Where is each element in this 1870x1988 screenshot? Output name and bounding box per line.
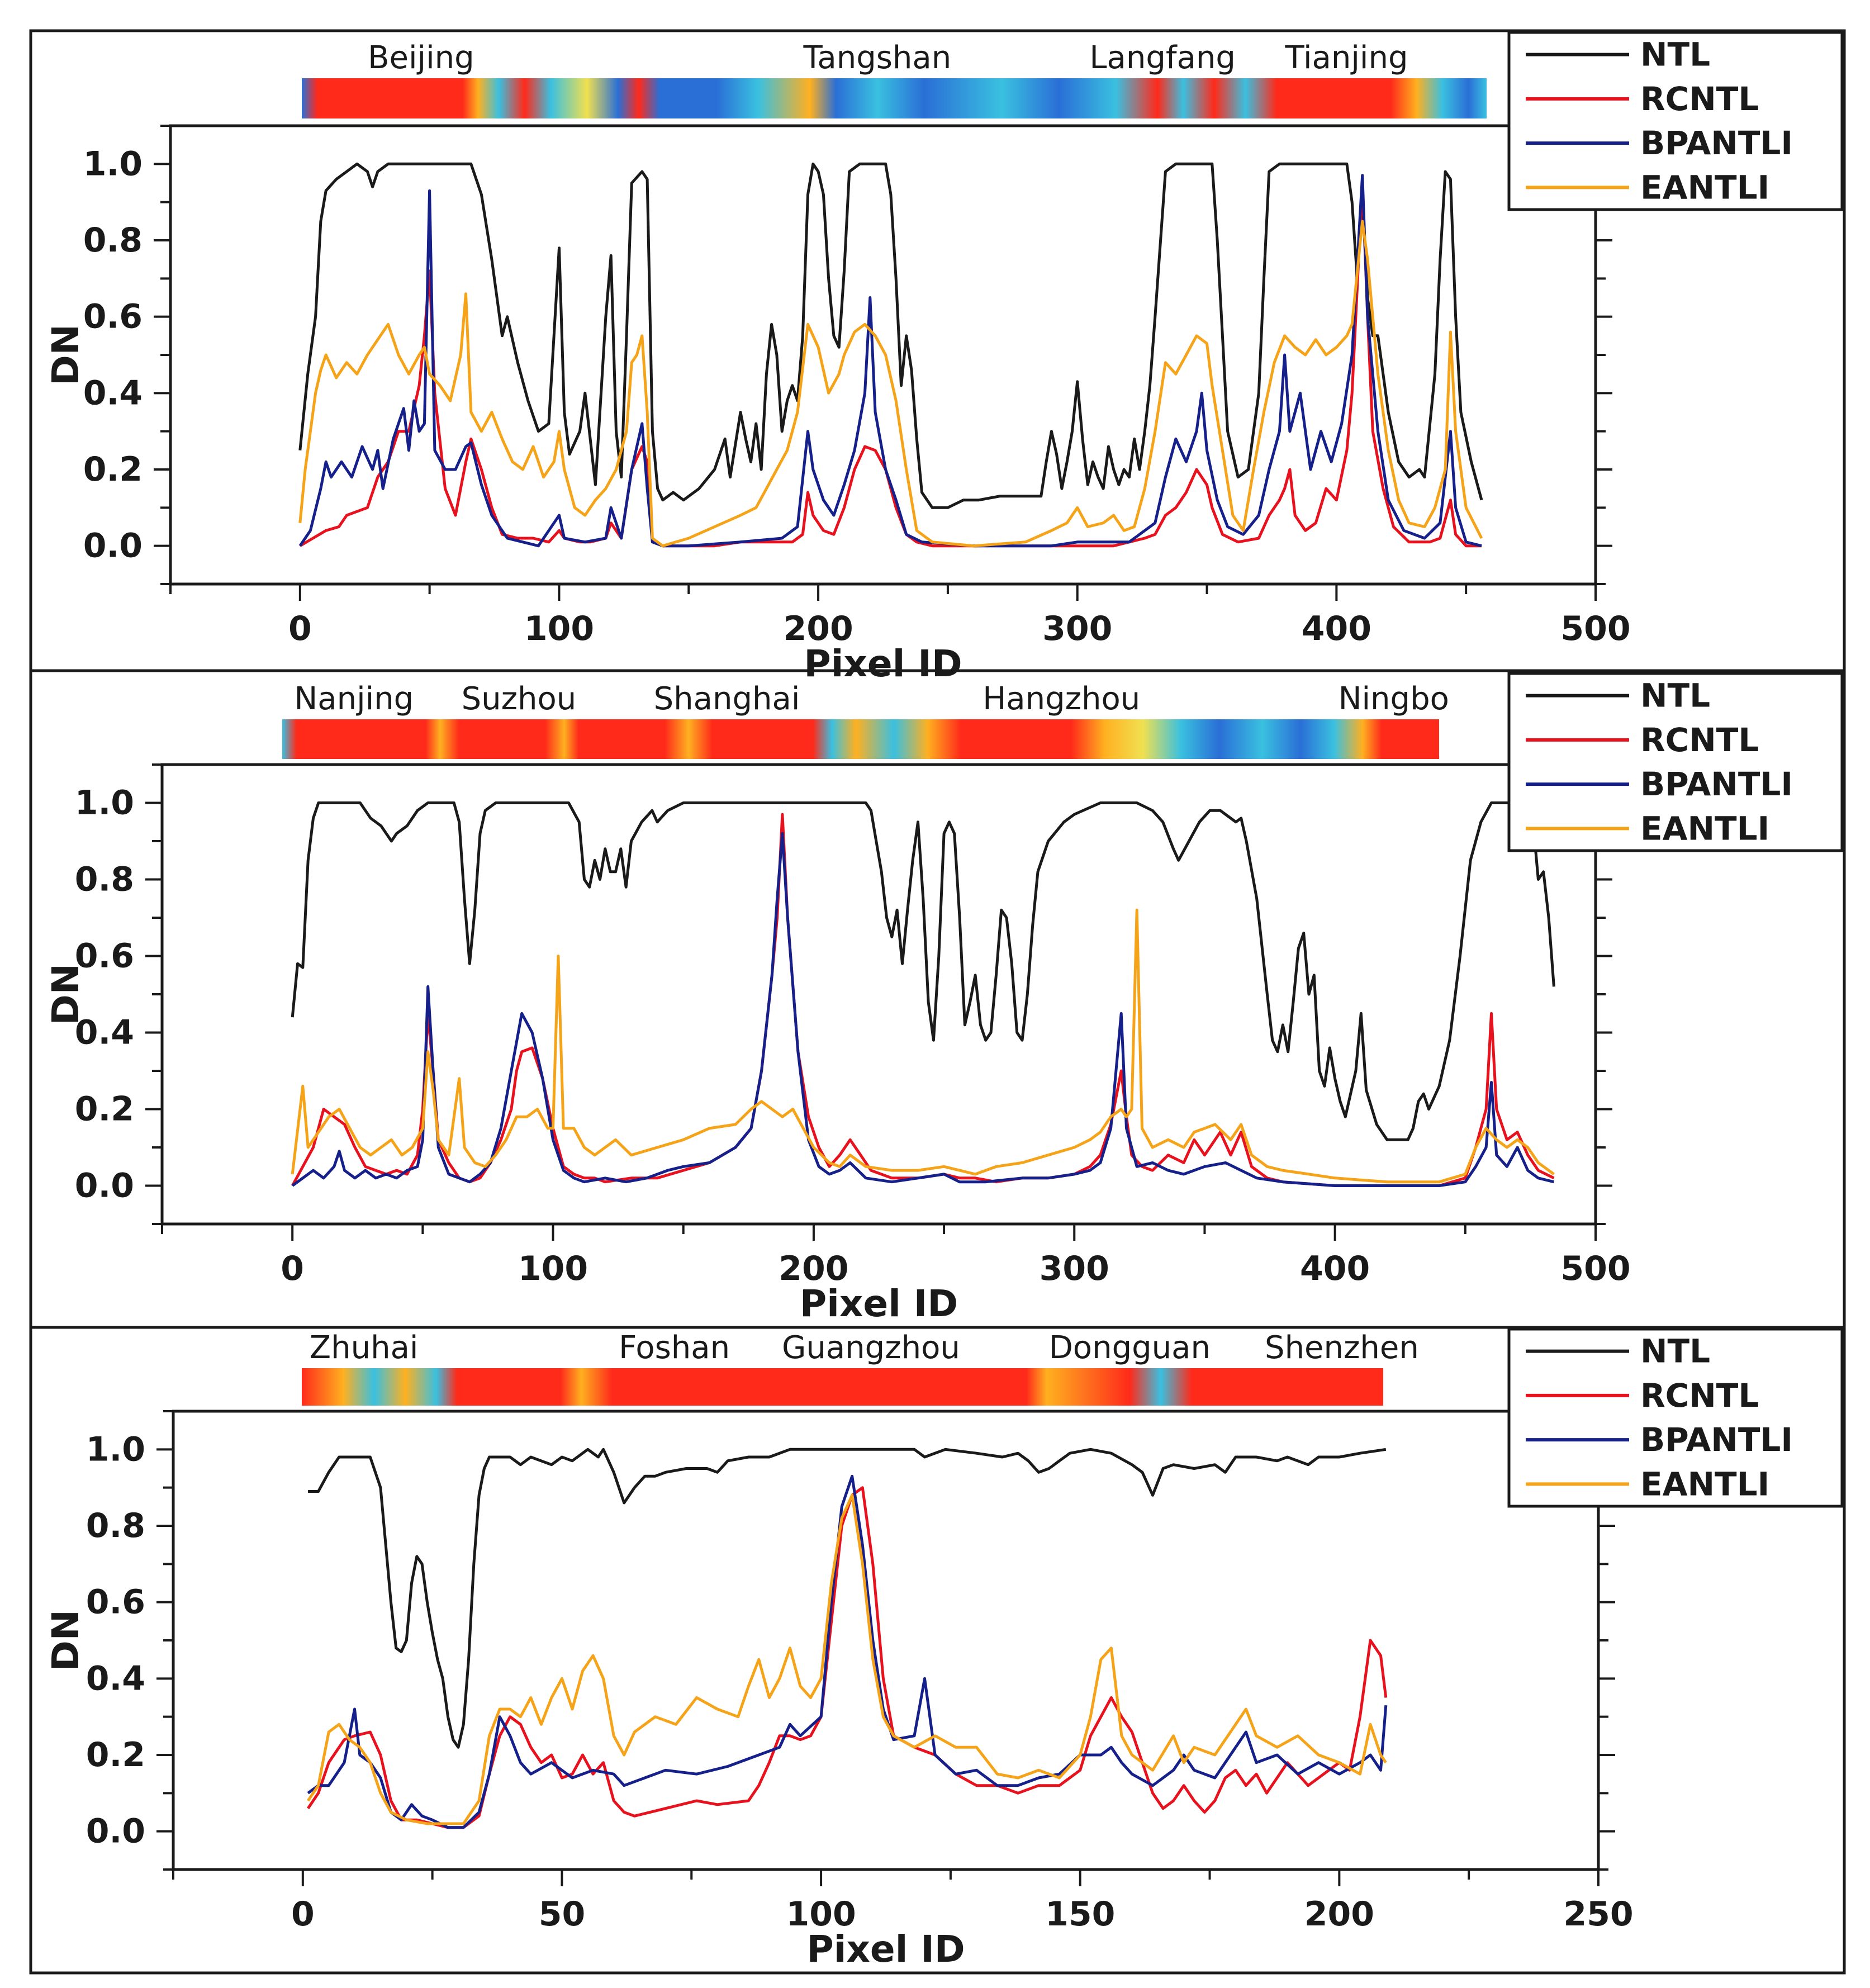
series-line-bpantli xyxy=(298,174,1482,548)
series-line-eantli xyxy=(307,1493,1387,1825)
x-axis-label: Pixel ID xyxy=(806,1928,965,1971)
chart-panel-2: Nanjing Suzhou Shanghai Hangzhou Ningbo 0.0 0.… xyxy=(29,669,1846,1329)
legend-label: BPANTLI xyxy=(1640,1421,1793,1459)
chart-panel-3: Zhuhai Foshan Guangzhou Dongguan Shenzhen 0.0… xyxy=(29,1326,1846,1975)
y-tick-label: 0.4 xyxy=(75,1013,134,1052)
y-tick-label: 0.2 xyxy=(86,1735,145,1775)
y-tick-label: 1.0 xyxy=(83,144,143,183)
y-tick-label: 0.6 xyxy=(86,1583,145,1622)
x-axis-label: Pixel ID xyxy=(800,1282,958,1325)
legend-label: RCNTL xyxy=(1640,80,1759,118)
y-axis-label: DN xyxy=(44,324,87,386)
legend-box xyxy=(1507,672,1844,852)
y-tick-label: 1.0 xyxy=(75,784,134,823)
y-tick-label: 0.6 xyxy=(75,937,134,976)
city-heat-strip xyxy=(282,719,1439,759)
x-tick-label: 150 xyxy=(1045,1895,1115,1934)
legend-label: BPANTLI xyxy=(1640,124,1793,162)
y-tick-label: 0.8 xyxy=(83,221,143,260)
x-tick-label: 300 xyxy=(1040,1249,1109,1288)
series-line-rcntl xyxy=(299,182,1482,548)
y-tick-label: 0.2 xyxy=(75,1090,134,1129)
series-line-ntl xyxy=(308,1448,1387,1749)
x-tick-label: 500 xyxy=(1560,1249,1630,1288)
x-tick-label: 100 xyxy=(786,1895,856,1934)
y-tick-label: 0.8 xyxy=(75,860,134,899)
city-label: Shenzhen xyxy=(1265,1330,1419,1366)
x-tick-label: 500 xyxy=(1560,609,1630,648)
x-axis-label: Pixel ID xyxy=(804,642,962,685)
city-label: Foshan xyxy=(619,1330,730,1366)
city-label: Zhuhai xyxy=(310,1330,419,1366)
city-label: Dongguan xyxy=(1049,1330,1211,1366)
y-axis-label: DN xyxy=(44,1610,87,1671)
x-tick-label: 100 xyxy=(518,1249,588,1288)
x-tick-label: 0 xyxy=(291,1895,315,1934)
city-heat-strip xyxy=(302,78,1487,118)
series-line-eantli xyxy=(298,220,1483,548)
series-line-bpantli xyxy=(291,832,1554,1187)
chart-panel-1: Beijing Tangshan Langfang Tianjing 0.0 0.2 0.4… xyxy=(29,29,1846,685)
city-label: Beijing xyxy=(368,40,474,76)
city-label: Guangzhou xyxy=(782,1330,960,1366)
legend-label: RCNTL xyxy=(1640,721,1759,759)
x-tick-label: 50 xyxy=(539,1895,586,1934)
city-label: Ningbo xyxy=(1339,681,1449,717)
chart-layers: Beijing Tangshan Langfang Tianjing 0.0 0.2 0.4… xyxy=(29,29,1846,1975)
x-tick-label: 0 xyxy=(281,1249,304,1288)
series-line-eantli xyxy=(291,908,1555,1184)
city-label: Shanghai xyxy=(654,681,800,717)
y-tick-label: 0.0 xyxy=(86,1812,145,1851)
legend-label: NTL xyxy=(1640,677,1710,715)
legend-label: BPANTLI xyxy=(1640,765,1793,803)
city-heat-strip xyxy=(302,1368,1383,1406)
y-tick-label: 0.8 xyxy=(86,1506,145,1545)
city-label: Suzhou xyxy=(462,681,577,717)
plot-area xyxy=(160,763,1597,1226)
legend-box xyxy=(1507,1327,1844,1508)
series-line-rcntl xyxy=(291,813,1555,1187)
city-label: Tianjing xyxy=(1284,40,1408,76)
x-tick-label: 300 xyxy=(1042,609,1112,648)
series-line-ntl xyxy=(291,801,1555,1141)
city-label: Tangshan xyxy=(803,40,951,76)
x-tick-label: 100 xyxy=(524,609,594,648)
city-label: Nanjing xyxy=(294,681,414,717)
y-tick-label: 0.4 xyxy=(86,1659,145,1698)
legend-label: EANTLI xyxy=(1640,168,1769,206)
city-label: Langfang xyxy=(1089,40,1236,76)
x-tick-label: 200 xyxy=(779,1249,848,1288)
legend-label: NTL xyxy=(1640,1332,1710,1370)
legend-label: EANTLI xyxy=(1640,1465,1769,1503)
y-axis-label: DN xyxy=(44,964,87,1025)
legend-box xyxy=(1507,31,1844,211)
x-tick-label: 250 xyxy=(1563,1895,1633,1934)
x-tick-label: 0 xyxy=(288,609,312,648)
y-tick-label: 0.0 xyxy=(83,526,143,566)
y-tick-label: 0.2 xyxy=(83,450,143,489)
legend-label: NTL xyxy=(1640,36,1710,74)
x-tick-label: 400 xyxy=(1300,1249,1370,1288)
city-label: Hangzhou xyxy=(983,681,1140,717)
y-tick-label: 0.0 xyxy=(75,1166,134,1206)
y-tick-label: 1.0 xyxy=(86,1430,145,1469)
y-tick-label: 0.4 xyxy=(83,373,143,412)
legend-label: RCNTL xyxy=(1640,1377,1759,1415)
x-tick-label: 200 xyxy=(783,609,853,648)
legend-label: EANTLI xyxy=(1640,809,1769,847)
panel-frame xyxy=(29,1326,1846,1975)
y-tick-label: 0.6 xyxy=(83,297,143,336)
x-tick-label: 400 xyxy=(1302,609,1371,648)
x-tick-label: 200 xyxy=(1304,1895,1374,1934)
series-line-ntl xyxy=(298,162,1483,509)
